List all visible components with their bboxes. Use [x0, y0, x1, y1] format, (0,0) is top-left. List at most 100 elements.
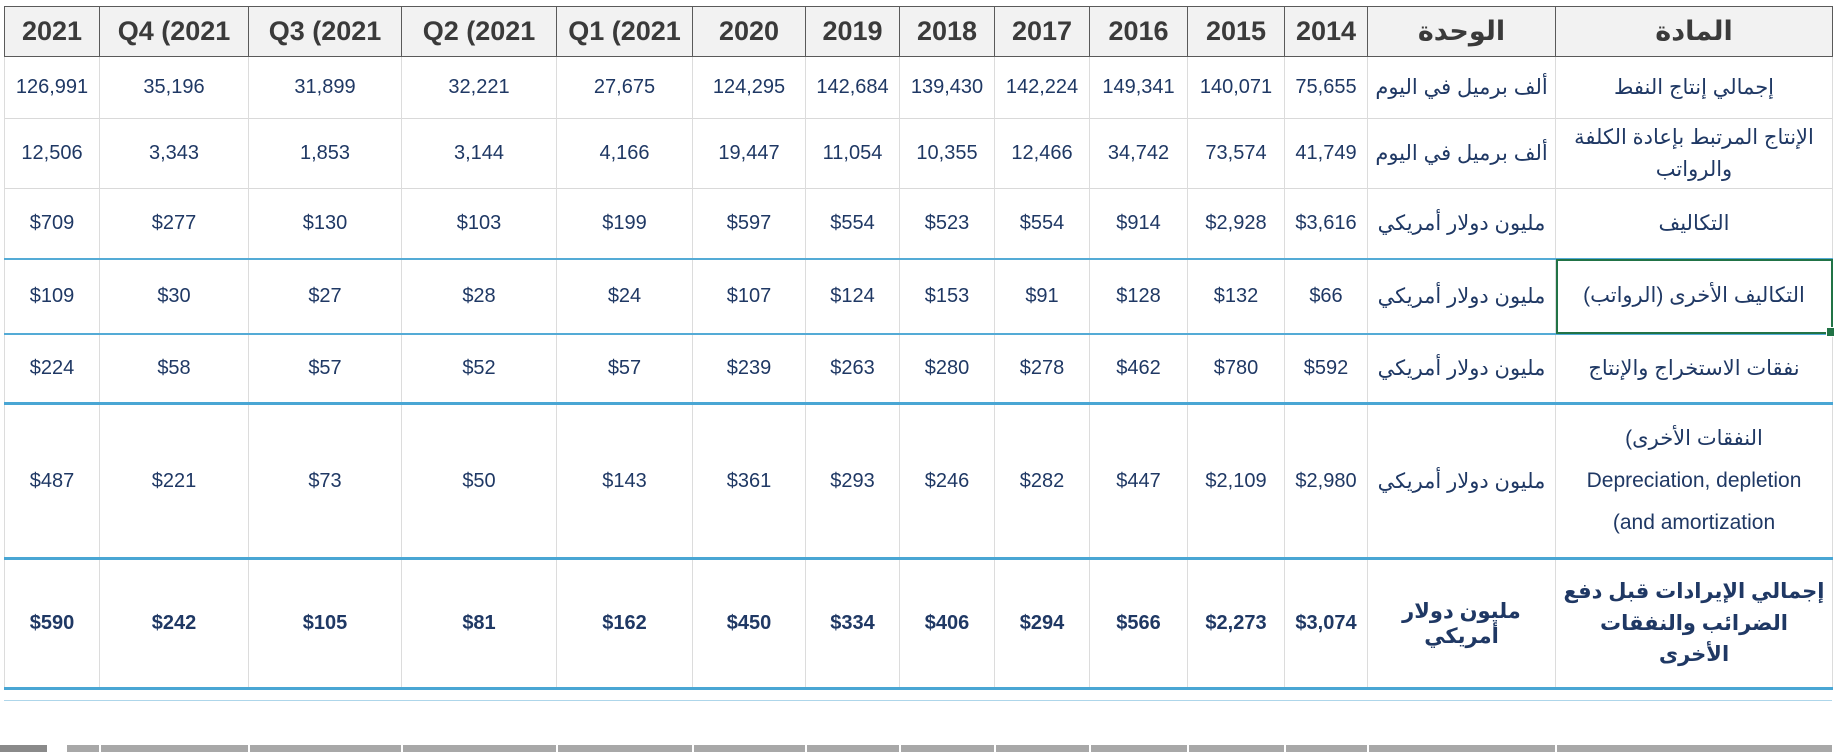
data-cell[interactable]: 27,675 [556, 56, 693, 119]
data-cell[interactable]: $263 [805, 332, 900, 404]
data-cell[interactable]: $597 [692, 188, 806, 259]
data-cell[interactable]: $132 [1187, 257, 1285, 334]
unit-cell[interactable]: مليون دولار أمريكي [1367, 557, 1556, 690]
data-cell[interactable]: $278 [994, 332, 1090, 404]
data-cell[interactable]: $58 [99, 332, 249, 404]
item-cell[interactable]: نفقات الاستخراج والإنتاج [1555, 332, 1833, 404]
item-cell[interactable]: إجمالي إنتاج النفط [1555, 56, 1833, 119]
data-cell[interactable]: $780 [1187, 332, 1285, 404]
column-header[interactable]: المادة [1555, 6, 1833, 57]
data-cell[interactable]: $52 [401, 332, 557, 404]
data-cell[interactable]: $2,273 [1187, 557, 1285, 690]
unit-cell[interactable]: مليون دولار أمريكي [1367, 332, 1556, 404]
data-cell[interactable]: $30 [99, 257, 249, 334]
data-cell[interactable]: 3,144 [401, 118, 557, 189]
data-cell[interactable]: 149,341 [1089, 56, 1188, 119]
data-cell[interactable]: $143 [556, 402, 693, 559]
data-cell[interactable]: 11,054 [805, 118, 900, 189]
data-cell[interactable]: $554 [805, 188, 900, 259]
data-cell[interactable]: 34,742 [1089, 118, 1188, 189]
data-cell[interactable]: $66 [1284, 257, 1368, 334]
unit-cell[interactable]: مليون دولار أمريكي [1367, 402, 1556, 559]
data-cell[interactable]: $103 [401, 188, 557, 259]
data-cell[interactable]: $57 [556, 332, 693, 404]
data-cell[interactable]: $487 [4, 402, 100, 559]
data-cell[interactable]: $282 [994, 402, 1090, 559]
data-cell[interactable]: $406 [899, 557, 995, 690]
data-cell[interactable]: $130 [248, 188, 402, 259]
data-cell[interactable]: $293 [805, 402, 900, 559]
data-cell[interactable]: $239 [692, 332, 806, 404]
data-cell[interactable]: $224 [4, 332, 100, 404]
data-cell[interactable]: 140,071 [1187, 56, 1285, 119]
data-cell[interactable]: 31,899 [248, 56, 402, 119]
data-cell[interactable]: $105 [248, 557, 402, 690]
data-cell[interactable]: 73,574 [1187, 118, 1285, 189]
data-cell[interactable]: 75,655 [1284, 56, 1368, 119]
data-cell[interactable]: $3,616 [1284, 188, 1368, 259]
data-cell[interactable]: $554 [994, 188, 1090, 259]
data-cell[interactable]: $73 [248, 402, 402, 559]
data-cell[interactable]: 3,343 [99, 118, 249, 189]
data-cell[interactable]: 10,355 [899, 118, 995, 189]
data-cell[interactable]: 35,196 [99, 56, 249, 119]
column-header[interactable]: 2017 [994, 6, 1090, 57]
data-cell[interactable]: $2,980 [1284, 402, 1368, 559]
column-header[interactable]: 2016 [1089, 6, 1188, 57]
data-cell[interactable]: $523 [899, 188, 995, 259]
item-cell[interactable]: (النفقات الأخرى Depreciation, depletion (a… [1555, 402, 1833, 559]
data-cell[interactable]: $450 [692, 557, 806, 690]
data-cell[interactable]: $162 [556, 557, 693, 690]
data-cell[interactable]: $277 [99, 188, 249, 259]
unit-cell[interactable]: ألف برميل في اليوم [1367, 118, 1556, 189]
data-cell[interactable]: 142,684 [805, 56, 900, 119]
data-cell[interactable]: $294 [994, 557, 1090, 690]
column-header[interactable]: الوحدة [1367, 6, 1556, 57]
column-header[interactable]: 2019 [805, 6, 900, 57]
data-cell[interactable]: $81 [401, 557, 557, 690]
column-header[interactable]: 2014 [1284, 6, 1368, 57]
data-cell[interactable]: 12,506 [4, 118, 100, 189]
data-cell[interactable]: $3,074 [1284, 557, 1368, 690]
data-cell[interactable]: $124 [805, 257, 900, 334]
column-header[interactable]: Q2 (2021 [401, 6, 557, 57]
data-cell[interactable]: $590 [4, 557, 100, 690]
column-header[interactable]: Q4 (2021 [99, 6, 249, 57]
data-cell[interactable]: $109 [4, 257, 100, 334]
data-cell[interactable]: $128 [1089, 257, 1188, 334]
column-header[interactable]: Q3 (2021 [248, 6, 402, 57]
column-header[interactable]: 2020 [692, 6, 806, 57]
unit-cell[interactable]: مليون دولار أمريكي [1367, 257, 1556, 334]
data-cell[interactable]: $709 [4, 188, 100, 259]
data-cell[interactable]: $447 [1089, 402, 1188, 559]
data-cell[interactable]: $57 [248, 332, 402, 404]
data-cell[interactable]: 12,466 [994, 118, 1090, 189]
data-cell[interactable]: $2,109 [1187, 402, 1285, 559]
data-cell[interactable]: 139,430 [899, 56, 995, 119]
item-cell[interactable]: التكاليف [1555, 188, 1833, 259]
data-cell[interactable]: $27 [248, 257, 402, 334]
data-cell[interactable]: $107 [692, 257, 806, 334]
data-cell[interactable]: 126,991 [4, 56, 100, 119]
data-cell[interactable]: $592 [1284, 332, 1368, 404]
unit-cell[interactable]: ألف برميل في اليوم [1367, 56, 1556, 119]
data-cell[interactable]: 19,447 [692, 118, 806, 189]
data-cell[interactable]: $280 [899, 332, 995, 404]
data-cell[interactable]: $462 [1089, 332, 1188, 404]
data-cell[interactable]: $28 [401, 257, 557, 334]
data-cell[interactable]: 124,295 [692, 56, 806, 119]
data-cell[interactable]: $242 [99, 557, 249, 690]
column-header[interactable]: Q1 (2021 [556, 6, 693, 57]
scrollbar-thumb[interactable] [0, 745, 47, 752]
data-cell[interactable]: 142,224 [994, 56, 1090, 119]
data-cell[interactable]: $2,928 [1187, 188, 1285, 259]
unit-cell[interactable]: مليون دولار أمريكي [1367, 188, 1556, 259]
data-cell[interactable]: $91 [994, 257, 1090, 334]
data-cell[interactable]: $914 [1089, 188, 1188, 259]
data-cell[interactable]: 1,853 [248, 118, 402, 189]
data-cell[interactable]: $566 [1089, 557, 1188, 690]
data-cell[interactable]: $24 [556, 257, 693, 334]
data-cell[interactable]: $199 [556, 188, 693, 259]
data-cell[interactable]: 4,166 [556, 118, 693, 189]
column-header[interactable]: 2021 [4, 6, 100, 57]
